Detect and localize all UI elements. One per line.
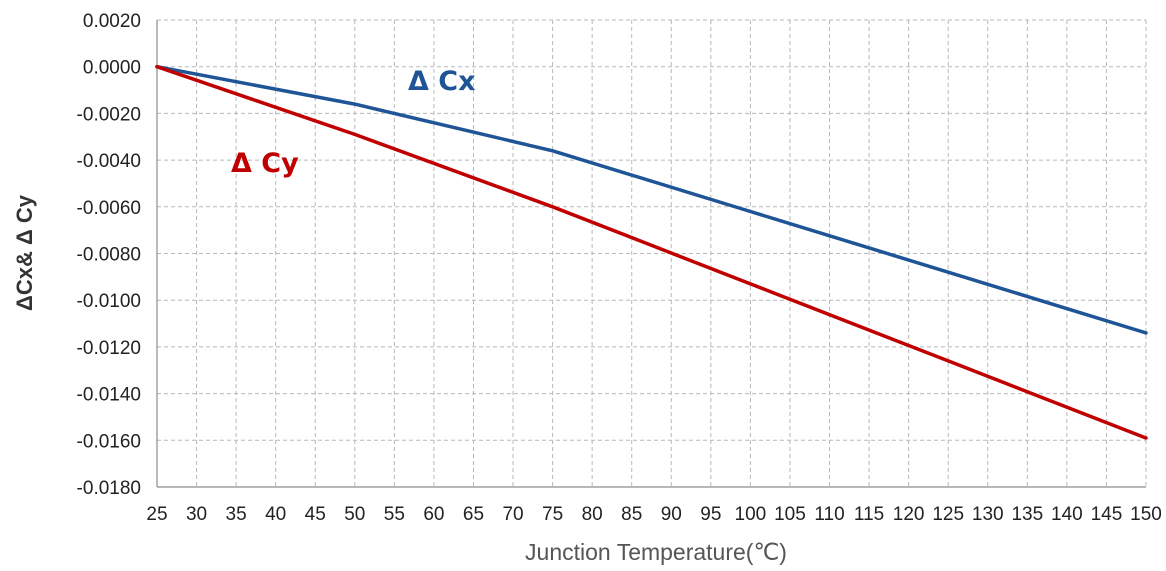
y-tick-label: -0.0060 <box>77 198 141 219</box>
y-tick-label: -0.0020 <box>77 104 141 125</box>
x-tick-label: 75 <box>542 504 563 525</box>
x-tick-label: 25 <box>146 504 167 525</box>
x-tick-label: 80 <box>582 504 603 525</box>
y-axis-label: ΔCx& Δ Cy <box>12 194 37 311</box>
x-tick-label: 65 <box>463 504 484 525</box>
x-tick-label: 150 <box>1130 504 1162 525</box>
y-tick-label: -0.0140 <box>77 385 141 406</box>
x-tick-label: 50 <box>344 504 365 525</box>
x-axis-ticks: 25 30 35 40 45 50 55 60 65 70 75 80 85 90 95 100 105 110 1… <box>146 504 1161 525</box>
x-tick-label: 85 <box>621 504 642 525</box>
x-tick-label: 55 <box>384 504 405 525</box>
series-labels: Δ Cx Δ Cy <box>231 66 476 179</box>
series-label-delta-cy: Δ Cy <box>231 148 299 179</box>
x-tick-label: 90 <box>661 504 682 525</box>
x-tick-label: 100 <box>735 504 767 525</box>
x-tick-label: 125 <box>932 504 964 525</box>
x-tick-label: 95 <box>700 504 721 525</box>
x-tick-label: 115 <box>854 504 884 525</box>
x-tick-label: 140 <box>1051 504 1083 525</box>
x-tick-label: 60 <box>423 504 444 525</box>
y-tick-label: -0.0040 <box>77 151 141 172</box>
series-line-delta-cx <box>155 64 1148 335</box>
series-line-delta-cy <box>155 64 1148 440</box>
y-tick-label: -0.0160 <box>77 431 141 452</box>
x-tick-label: 70 <box>502 504 523 525</box>
y-tick-label: -0.0120 <box>77 338 141 359</box>
grid <box>156 19 1147 488</box>
series-label-delta-cx: Δ Cx <box>408 66 476 97</box>
y-axis-ticks: 0.0020 0.0000 -0.0020 -0.0040 -0.0060 -0.0080… <box>77 11 141 499</box>
y-tick-label: -0.0080 <box>77 245 141 266</box>
x-tick-label: 35 <box>226 504 247 525</box>
y-tick-label: -0.0100 <box>77 291 141 312</box>
y-tick-label: 0.0000 <box>83 58 141 79</box>
y-tick-label: 0.0020 <box>83 11 141 32</box>
x-tick-label: 45 <box>305 504 326 525</box>
x-tick-label: 135 <box>1011 504 1043 525</box>
series-lines <box>155 64 1148 440</box>
y-tick-label: -0.0180 <box>77 478 141 499</box>
x-tick-label: 130 <box>972 504 1004 525</box>
x-axis-label: Junction Temperature(℃) <box>525 539 787 565</box>
x-tick-label: 40 <box>265 504 286 525</box>
x-tick-label: 30 <box>186 504 207 525</box>
x-tick-label: 145 <box>1091 504 1123 525</box>
x-tick-label: 105 <box>774 504 806 525</box>
x-tick-label: 120 <box>893 504 925 525</box>
x-tick-label: 110 <box>814 504 844 525</box>
